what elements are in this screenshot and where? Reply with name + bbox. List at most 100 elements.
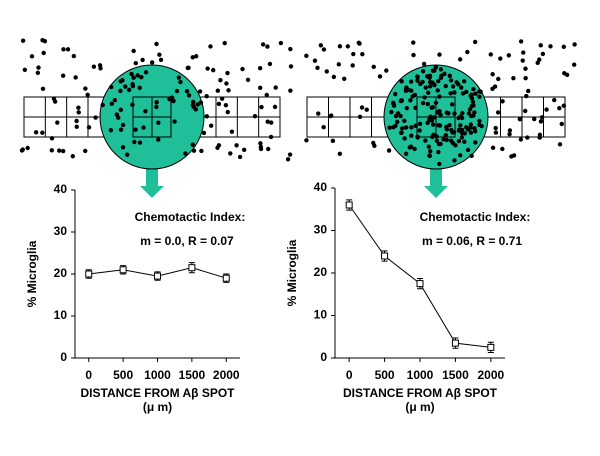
dot (237, 154, 243, 160)
dot (257, 85, 263, 90)
dot (435, 88, 440, 93)
dot (208, 123, 214, 128)
data-point (451, 339, 459, 347)
dot (409, 125, 414, 130)
dot (33, 130, 39, 135)
dot (288, 46, 293, 52)
dot (287, 152, 293, 157)
dot (195, 102, 200, 107)
dot (266, 146, 271, 152)
dot (191, 148, 197, 153)
data-point (345, 201, 353, 209)
x-tick-label: 1000 (144, 368, 171, 382)
data-point (487, 343, 495, 351)
dot (448, 78, 454, 83)
dot (432, 115, 437, 120)
dot (360, 51, 365, 57)
dot (357, 114, 363, 119)
dot (472, 39, 478, 45)
dot (459, 115, 465, 121)
dot (449, 102, 455, 107)
dot (118, 79, 123, 84)
dot (133, 60, 138, 66)
dot (143, 108, 148, 114)
dot (359, 105, 365, 110)
data-point (222, 274, 230, 282)
dot (345, 44, 351, 49)
dot (452, 158, 457, 163)
dot (465, 49, 470, 55)
data-point (416, 280, 424, 288)
arrow (424, 168, 448, 198)
dot (442, 71, 447, 77)
y-axis-label: % Microglia (285, 239, 299, 306)
dot (404, 105, 409, 111)
dot (498, 56, 503, 61)
dot (403, 125, 409, 130)
dot (234, 143, 239, 148)
dot (226, 88, 231, 93)
dot (304, 53, 309, 59)
dot (20, 38, 26, 43)
dot (120, 122, 126, 128)
dot (425, 101, 431, 107)
dot (557, 142, 563, 147)
data-point (119, 266, 127, 274)
dot (198, 100, 204, 105)
dot (190, 142, 195, 147)
dot (40, 130, 45, 135)
data-point (188, 264, 196, 272)
annotation: m = 0.0, R = 0.07 (140, 234, 234, 248)
dot (199, 148, 204, 154)
dot (537, 57, 542, 62)
dot (420, 100, 426, 106)
dot (454, 80, 459, 85)
dot (130, 81, 135, 87)
dot (186, 93, 192, 98)
dot (518, 137, 524, 142)
dot (518, 39, 524, 44)
dot (229, 129, 235, 134)
dot (174, 88, 180, 94)
dot (525, 135, 530, 140)
dot (265, 119, 270, 124)
dot (350, 63, 355, 68)
dot (473, 140, 478, 145)
dot (456, 138, 462, 144)
dot (461, 79, 467, 84)
dot (559, 121, 564, 127)
dot (509, 154, 514, 159)
dot (240, 66, 245, 72)
dot (258, 146, 264, 152)
dot (260, 42, 266, 47)
dot (444, 110, 450, 115)
dot (264, 92, 269, 98)
y-tick-label: 0 (320, 350, 327, 364)
dot (218, 78, 223, 83)
dot (572, 62, 577, 67)
dot (472, 110, 477, 115)
dot (190, 102, 196, 108)
dot (532, 116, 537, 122)
dot (60, 148, 66, 154)
dot (85, 92, 90, 97)
dot (525, 88, 531, 94)
dot (540, 51, 546, 57)
dot (427, 153, 432, 158)
dot (372, 143, 377, 148)
dot (564, 72, 570, 78)
dot (318, 43, 324, 48)
dot (73, 75, 78, 80)
dot (523, 66, 528, 71)
dot (316, 111, 321, 116)
dot (433, 100, 439, 105)
dot (473, 91, 478, 96)
dot (456, 115, 461, 121)
dot (393, 91, 398, 97)
dot (74, 124, 79, 129)
y-tick-label: 0 (60, 350, 67, 364)
dot (417, 128, 422, 133)
dot (400, 126, 405, 131)
dot (100, 102, 105, 108)
y-tick-label: 30 (314, 223, 328, 237)
